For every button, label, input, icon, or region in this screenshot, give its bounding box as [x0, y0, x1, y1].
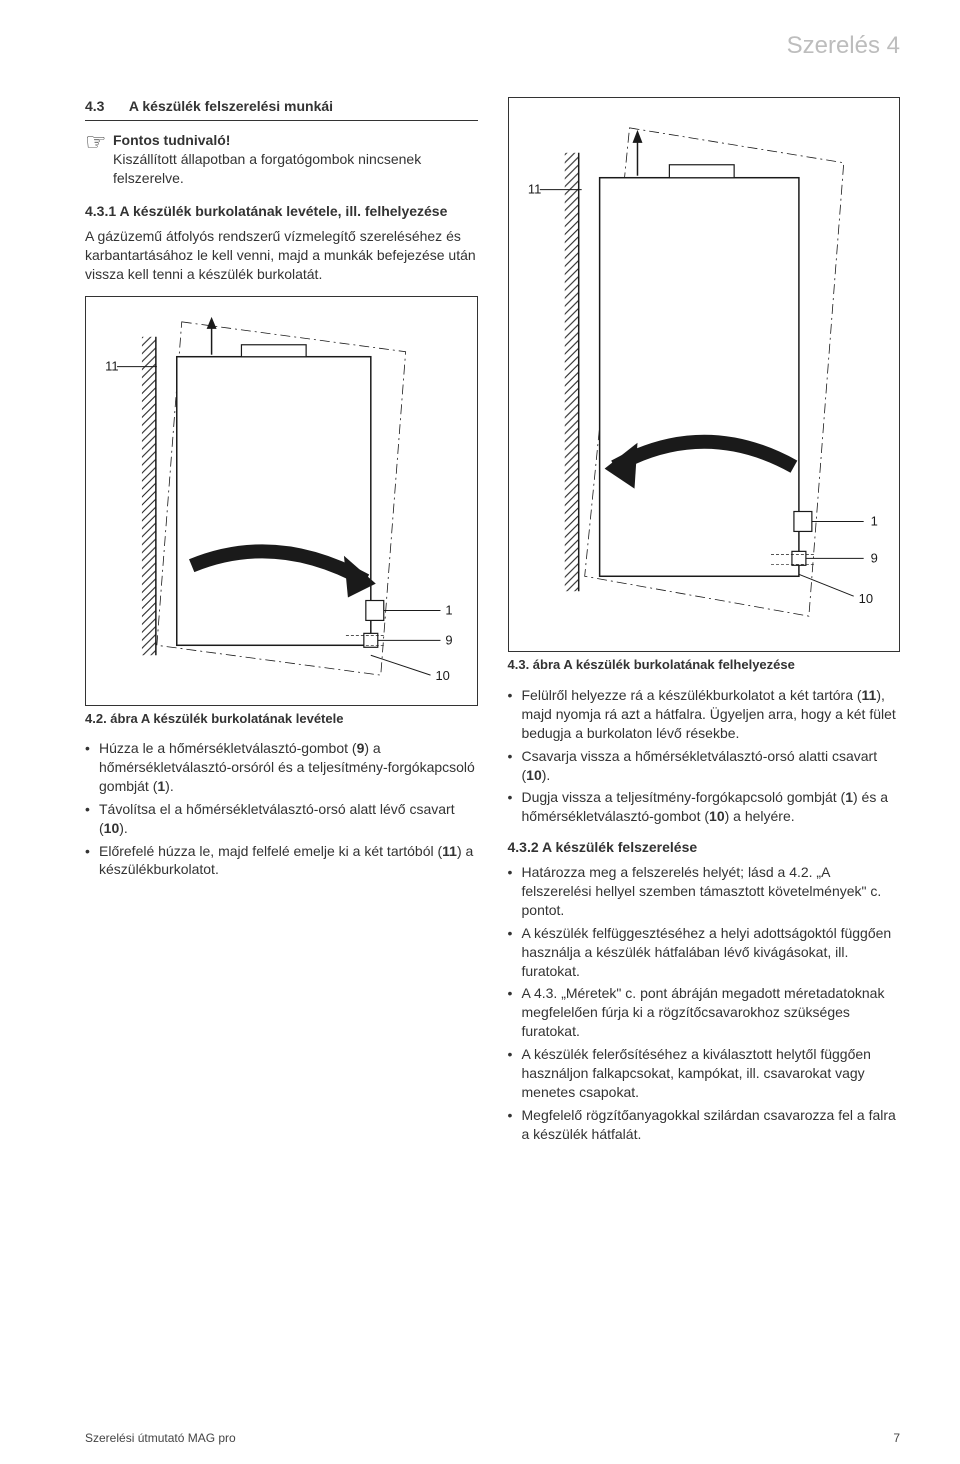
svg-text:10: 10 — [858, 592, 872, 607]
list-item: A 4.3. „Méretek" c. pont ábráján megadot… — [508, 984, 901, 1041]
right-bullet-list-1: Felülről helyezze rá a készülékburkolato… — [508, 686, 901, 826]
section-heading: 4.3 A készülék felszerelési munkái — [85, 97, 478, 116]
fig-43-caption: 4.3. ábra A készülék burkolatának felhel… — [508, 656, 901, 674]
list-item: Dugja vissza a teljesítmény-forgókapcsol… — [508, 788, 901, 826]
figure-4-2: 11 1 9 10 — [85, 296, 478, 706]
list-item: A készülék felerősítéséhez a kiválasztot… — [508, 1045, 901, 1102]
section-number: 4.3 — [85, 97, 125, 116]
note-block: ☞ Fontos tudnivaló! Kiszállított állapot… — [85, 131, 478, 188]
sub-title: A készülék burkolatának levétele, ill. f… — [120, 203, 448, 219]
note-text: Fontos tudnivaló! Kiszállított állapotba… — [113, 131, 478, 188]
svg-text:9: 9 — [445, 632, 452, 647]
figure-4-3: 11 1 9 10 — [508, 97, 901, 652]
page-footer: Szerelési útmutató MAG pro 7 — [85, 1430, 900, 1446]
diagram-svg-43: 11 1 9 10 — [509, 98, 900, 651]
subsection-4-3-1: 4.3.1 A készülék burkolatának levétele, … — [85, 202, 478, 221]
list-item: A készülék felfüggesztéséhez a helyi ado… — [508, 924, 901, 981]
list-item: Felülről helyezze rá a készülékburkolato… — [508, 686, 901, 743]
section-rule — [85, 120, 478, 121]
svg-text:11: 11 — [105, 358, 118, 373]
page-header: Szerelés 4 — [85, 30, 900, 62]
section-title: A készülék felszerelési munkái — [129, 98, 333, 114]
sub2-title: A készülék felszerelése — [542, 839, 697, 855]
left-column: 4.3 A készülék felszerelési munkái ☞ Fon… — [85, 97, 478, 1155]
list-item: Csavarja vissza a hőmérsékletválasztó-or… — [508, 747, 901, 785]
svg-text:10: 10 — [435, 668, 449, 683]
list-item: Határozza meg a felszerelés helyét; lásd… — [508, 863, 901, 920]
svg-text:1: 1 — [445, 602, 452, 617]
list-item: Húzza le a hőmérsékletválasztó-gombot (9… — [85, 739, 478, 796]
left-bullet-list: Húzza le a hőmérsékletválasztó-gombot (9… — [85, 739, 478, 879]
svg-text:9: 9 — [870, 551, 877, 566]
pointing-hand-icon: ☞ — [85, 131, 113, 188]
subsection-4-3-2: 4.3.2 A készülék felszerelése — [508, 838, 901, 857]
fig-42-caption: 4.2. ábra A készülék burkolatának levéte… — [85, 710, 478, 728]
note-body: Kiszállított állapotban a forgatógombok … — [113, 150, 478, 188]
paragraph: A gázüzemű átfolyós rendszerű vízmelegít… — [85, 227, 478, 284]
svg-text:1: 1 — [870, 514, 877, 529]
footer-left: Szerelési útmutató MAG pro — [85, 1430, 236, 1446]
diagram-svg-42: 11 1 9 10 — [86, 297, 477, 705]
right-bullet-list-2: Határozza meg a felszerelés helyét; lásd… — [508, 863, 901, 1143]
list-item: Előrefelé húzza le, majd felfelé emelje … — [85, 842, 478, 880]
list-item: Távolítsa el a hőmérsékletválasztó-orsó … — [85, 800, 478, 838]
note-bold: Fontos tudnivaló! — [113, 131, 478, 150]
svg-text:11: 11 — [527, 182, 540, 197]
list-item: Megfelelő rögzítőanyagokkal szilárdan cs… — [508, 1106, 901, 1144]
content-columns: 4.3 A készülék felszerelési munkái ☞ Fon… — [85, 97, 900, 1155]
footer-right: 7 — [893, 1430, 900, 1446]
sub-num: 4.3.1 — [85, 203, 116, 219]
sub2-num: 4.3.2 — [508, 839, 539, 855]
right-column: 11 1 9 10 4.3. ábra A készülék burkolatá… — [508, 97, 901, 1155]
